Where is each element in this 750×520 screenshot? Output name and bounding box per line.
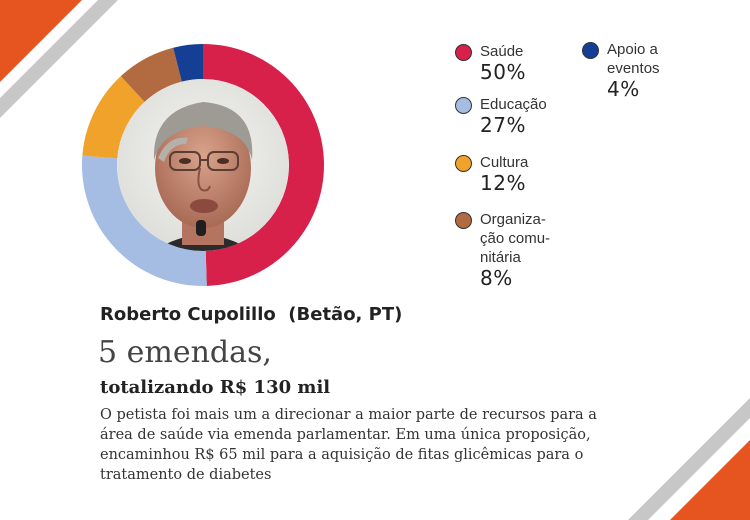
legend-value-educacao: 27%: [480, 113, 526, 137]
donut-slice-cultura: [82, 76, 145, 159]
legend-value-cultura: 12%: [480, 171, 526, 195]
legend-label-organizacao-comunitaria: Organiza- ção comu- nitária: [480, 211, 551, 266]
legend-value-apoio-a-eventos: 4%: [607, 77, 640, 101]
donut-slice-educacao: [81, 155, 207, 286]
donut-slice-apoio-a-eventos: [173, 44, 203, 82]
legend-swatch-cultura: [455, 155, 472, 172]
legend-swatch-organizacao-comunitaria: [455, 212, 472, 229]
legend-swatch-apoio-a-eventos: [582, 42, 599, 59]
legend-label-cultura: Cultura: [480, 154, 529, 171]
bottom-right-gray-stripe: [628, 398, 750, 520]
description-paragraph: O petista foi mais um a direcionar a mai…: [100, 407, 597, 483]
donut-chart: [81, 44, 324, 286]
legend-label-educacao: Educação: [480, 96, 547, 113]
bottom-right-orange-stripe: [670, 440, 750, 520]
donut-slice-organizacao-comunitaria: [120, 47, 182, 102]
amendments-headline: 5 emendas,: [98, 335, 272, 370]
legend-value-saude: 50%: [480, 60, 526, 84]
total-subheading: totalizando R$ 130 mil: [100, 377, 331, 398]
legend-swatch-educacao: [455, 97, 472, 114]
legend-value-organizacao-comunitaria: 8%: [480, 266, 513, 290]
politician-name: Roberto Cupolillo (Betão, PT): [100, 304, 403, 325]
top-left-orange-stripe: [0, 0, 82, 82]
legend-swatch-saude: [455, 44, 472, 61]
donut-segments: [81, 44, 324, 286]
donut-slice-saude: [203, 44, 324, 286]
legend-label-apoio-a-eventos: Apoio a eventos: [607, 41, 660, 77]
top-left-gray-stripe: [0, 0, 118, 118]
legend-label-saude: Saúde: [480, 43, 524, 60]
